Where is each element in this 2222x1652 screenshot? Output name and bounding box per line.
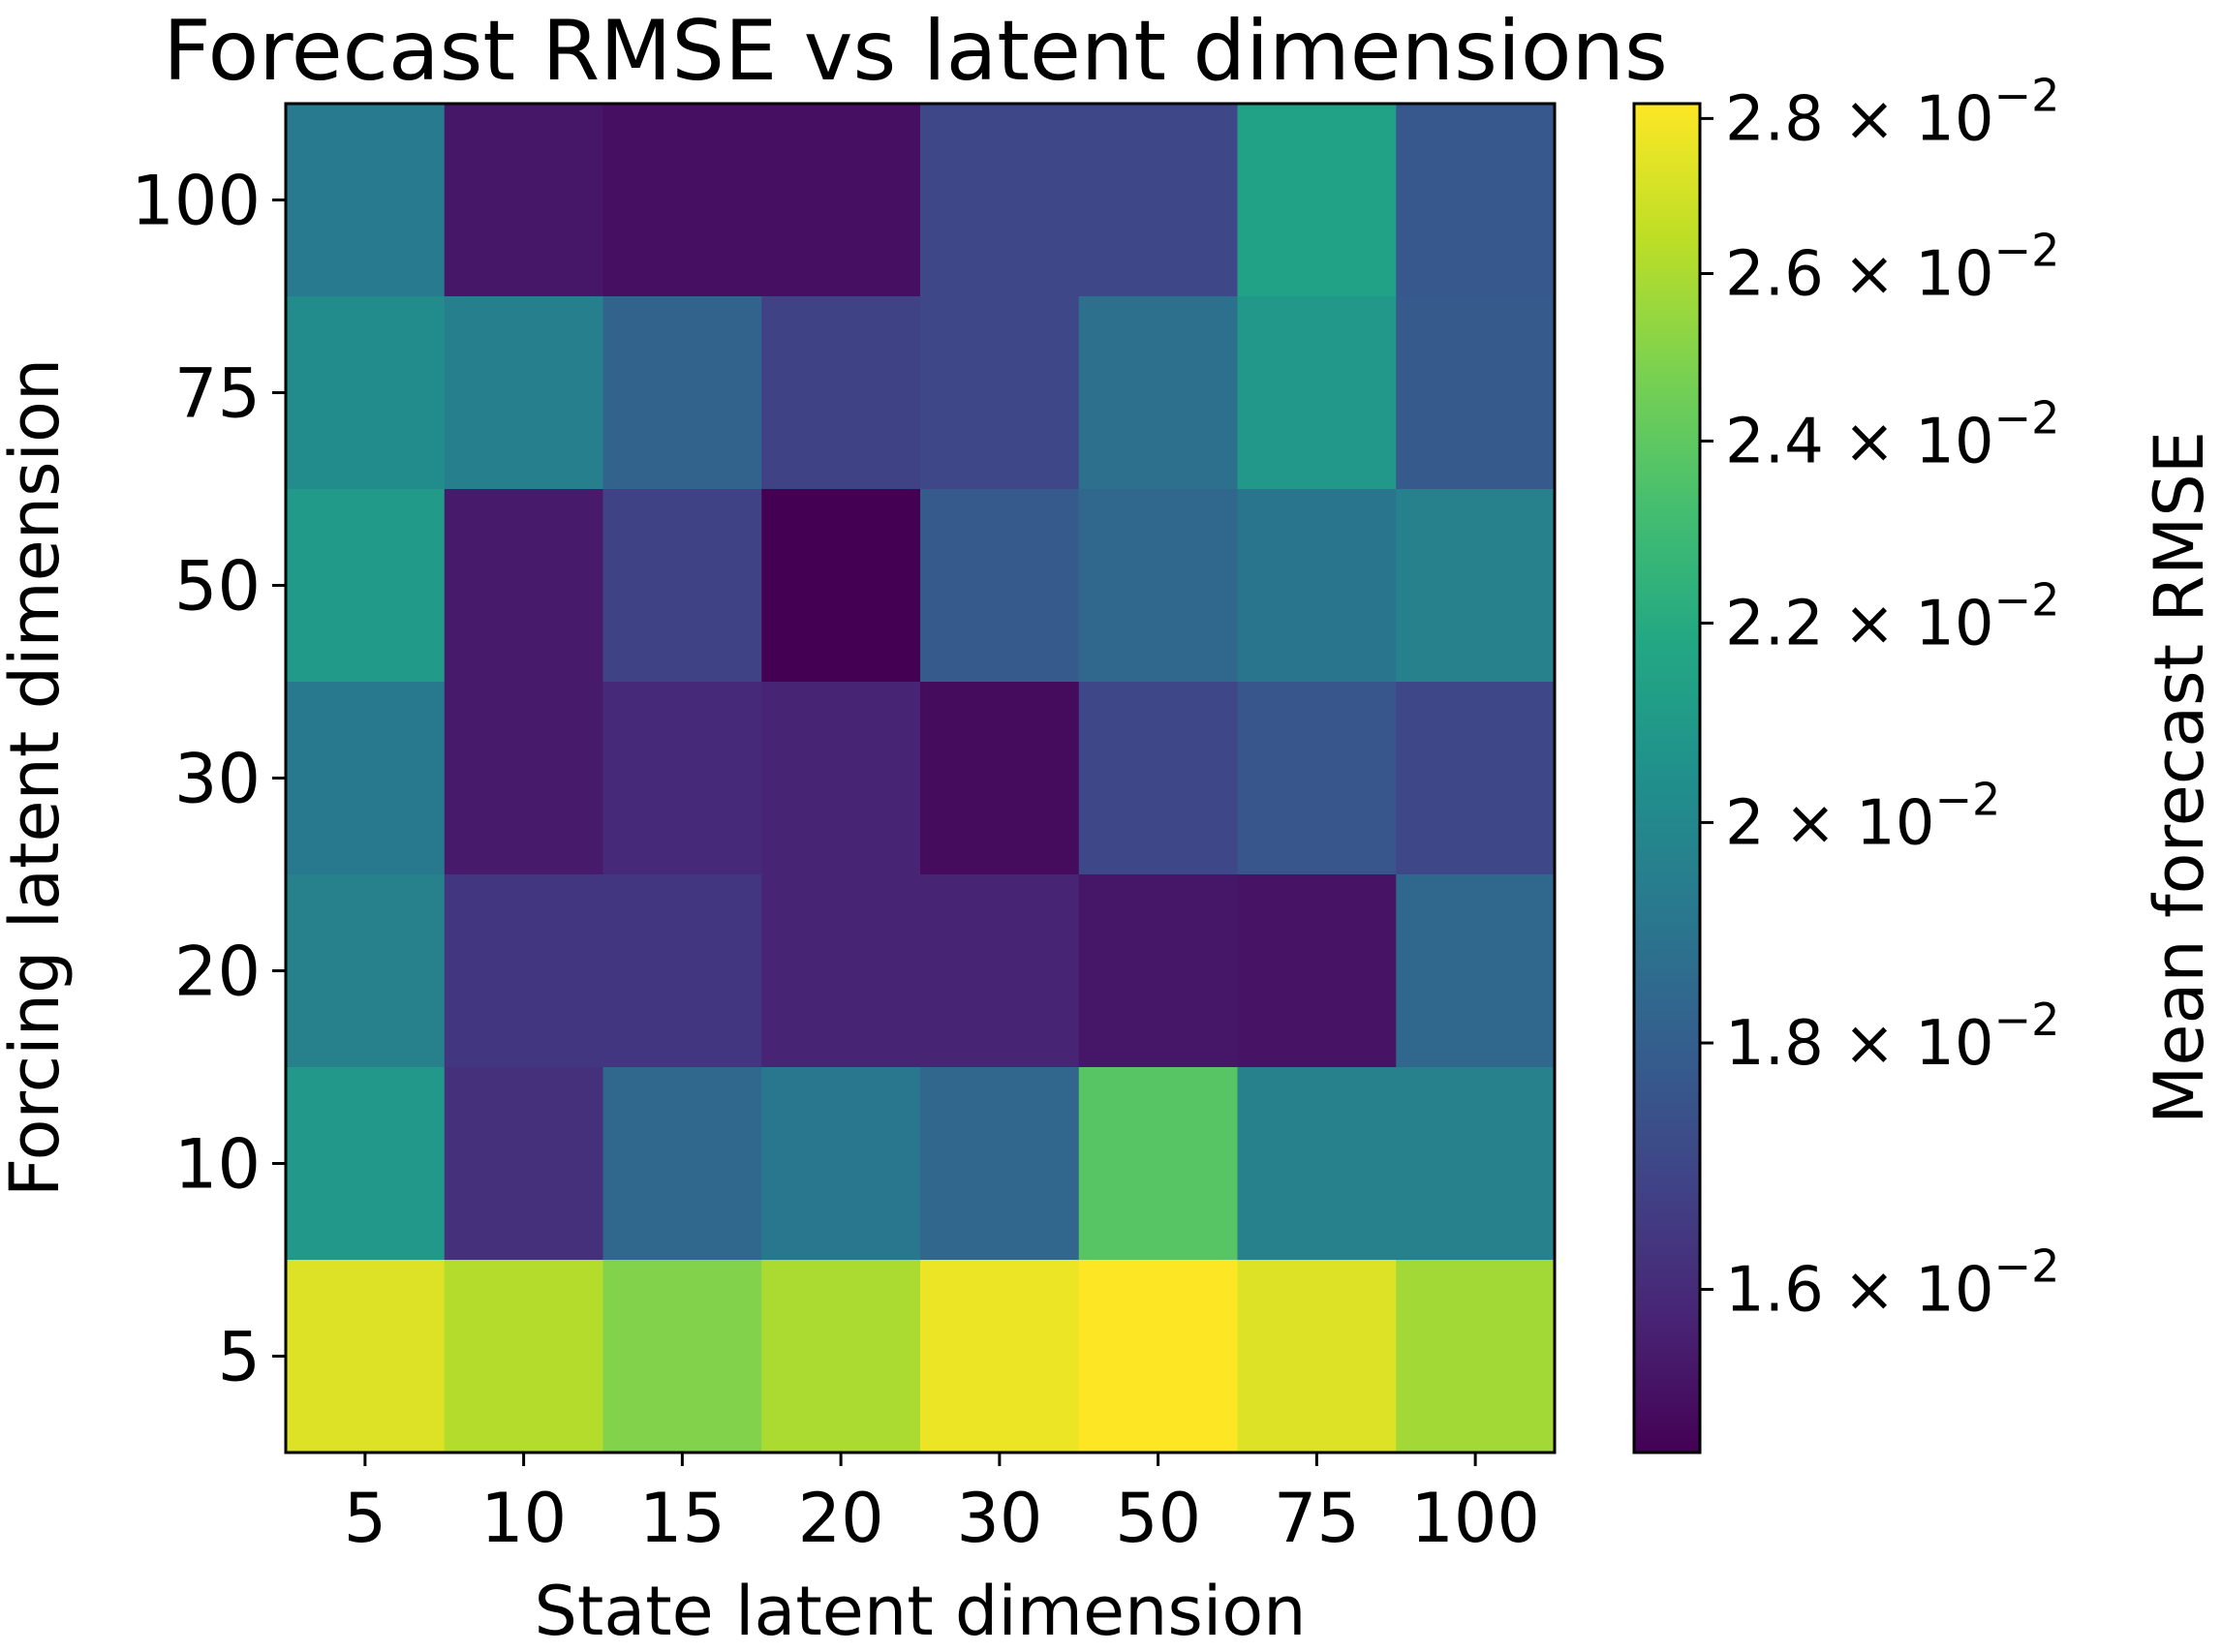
heatmap-cell (286, 104, 446, 297)
heatmap-cell (1078, 1067, 1239, 1261)
heatmap-cell (920, 874, 1080, 1068)
colorbar-tick-label: 1.8 × 10−2 (1725, 994, 2059, 1080)
heatmap-cell (286, 874, 446, 1068)
x-tick-label: 15 (639, 1479, 725, 1558)
colorbar-tick-label: 2.6 × 10−2 (1725, 225, 2059, 311)
heatmap-cell (1396, 874, 1556, 1068)
x-tick-label: 30 (956, 1479, 1042, 1558)
heatmap-cell (761, 874, 921, 1068)
heatmap-cell (920, 104, 1080, 297)
y-tick-label: 30 (174, 740, 261, 819)
y-tick-label: 5 (217, 1318, 261, 1397)
x-tick-label: 10 (480, 1479, 567, 1558)
heatmap-cell (602, 296, 762, 490)
heatmap-cell (1078, 489, 1239, 683)
x-tick-label: 50 (1115, 1479, 1201, 1558)
heatmap-cell (1078, 1260, 1239, 1453)
heatmap-cell (602, 104, 762, 297)
heatmap-cell (761, 1260, 921, 1453)
heatmap-cell (920, 489, 1080, 683)
y-tick-label: 75 (174, 354, 261, 434)
x-tick-label: 20 (798, 1479, 884, 1558)
heatmap-cell (761, 104, 921, 297)
colorbar-tick-label: 2 × 10−2 (1725, 773, 2000, 859)
heatmap-cell (444, 489, 604, 683)
y-axis-ticks: 100 75 50 30 20 10 5 (131, 162, 286, 1397)
heatmap-cell (602, 682, 762, 875)
heatmap-cell (444, 104, 604, 297)
chart-title: Forecast RMSE vs latent dimensions (163, 3, 1668, 100)
colorbar-ticks: 1.6 × 10−2 1.8 × 10−2 2 × 10−2 2.2 × 10−2 2.… (1700, 69, 2059, 1327)
x-tick-label: 75 (1274, 1479, 1360, 1558)
heatmap-cell (1237, 104, 1397, 297)
heatmap-cell (602, 1067, 762, 1261)
heatmap-cell (1396, 489, 1556, 683)
heatmap-cell (761, 296, 921, 490)
y-tick-label: 100 (131, 162, 261, 241)
heatmap-cell (920, 1067, 1080, 1261)
heatmap-cell (1237, 874, 1397, 1068)
y-axis-label: Forcing latent dimension (0, 358, 75, 1197)
heatmap-cell (444, 1260, 604, 1453)
y-tick-label: 10 (174, 1125, 261, 1205)
colorbar-tick-label: 2.4 × 10−2 (1725, 391, 2059, 477)
heatmap-cell (920, 296, 1080, 490)
x-axis-ticks: 5 10 15 20 30 50 75 100 (344, 1453, 1540, 1558)
colorbar-tick-label: 2.8 × 10−2 (1725, 69, 2059, 155)
heatmap-cell (1237, 682, 1397, 875)
colorbar-frame (1632, 102, 1702, 1454)
heatmap-cell (1237, 1260, 1397, 1453)
y-tick-label: 20 (174, 933, 261, 1012)
y-tick-label: 50 (174, 547, 261, 627)
heatmap-cell (761, 489, 921, 683)
heatmap-cell (286, 296, 446, 490)
heatmap-cell (920, 1260, 1080, 1453)
heatmap-cell (1396, 1260, 1556, 1453)
heatmap-cell (1396, 296, 1556, 490)
heatmap-cell (1237, 489, 1397, 683)
heatmap-cell (286, 1260, 446, 1453)
colorbar-tick-label: 1.6 × 10−2 (1725, 1240, 2059, 1327)
heatmap-cell (444, 1067, 604, 1261)
heatmap-cell (1078, 682, 1239, 875)
heatmap-cell (444, 874, 604, 1068)
heatmap-cell (444, 296, 604, 490)
heatmap-cell (1237, 1067, 1397, 1261)
colorbar-label: Mean forecast RMSE (2140, 431, 2219, 1124)
heatmap-cell (761, 682, 921, 875)
heatmap-cell (920, 682, 1080, 875)
heatmap-cell (444, 682, 604, 875)
colorbar-tick-label: 2.2 × 10−2 (1725, 573, 2059, 659)
heatmap-cell (1078, 874, 1239, 1068)
heatmap-cells (286, 104, 1556, 1453)
x-tick-label: 5 (344, 1479, 387, 1558)
heatmap-cell (761, 1067, 921, 1261)
heatmap-cell (1078, 296, 1239, 490)
x-tick-label: 100 (1410, 1479, 1540, 1558)
heatmap-cell (1396, 104, 1556, 297)
heatmap-cell (602, 874, 762, 1068)
heatmap-cell (1396, 682, 1556, 875)
heatmap-cell (286, 489, 446, 683)
heatmap-cell (286, 682, 446, 875)
heatmap-cell (1078, 104, 1239, 297)
heatmap-cell (1396, 1067, 1556, 1261)
heatmap-cell (1237, 296, 1397, 490)
heatmap-cell (602, 489, 762, 683)
heatmap-cell (602, 1260, 762, 1453)
heatmap-cell (286, 1067, 446, 1261)
x-axis-label: State latent dimension (534, 1572, 1306, 1651)
colorbar (1634, 104, 1700, 1453)
